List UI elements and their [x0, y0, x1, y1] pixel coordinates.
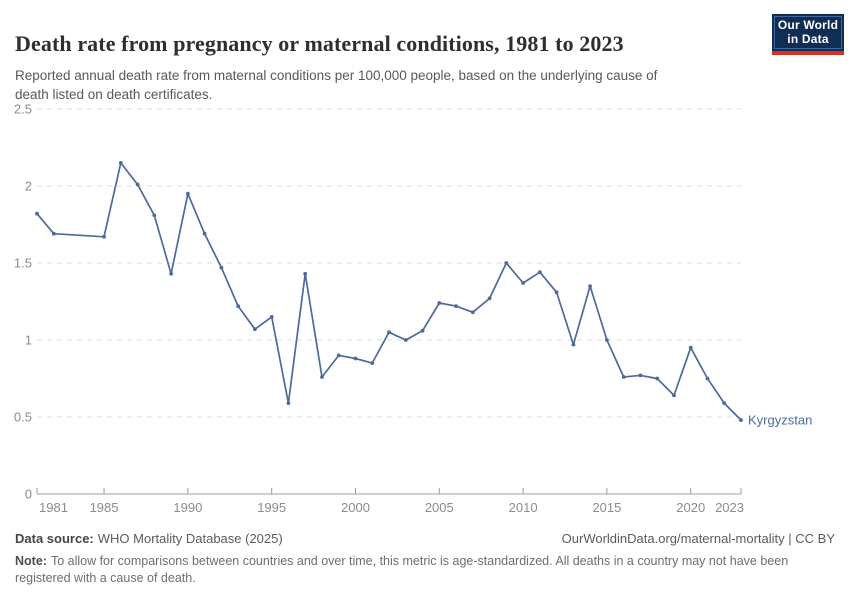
footer-note-label: Note: — [15, 554, 47, 568]
x-tick-label: 1981 — [39, 500, 68, 515]
data-point[interactable] — [336, 353, 341, 358]
footer-source-row: Data source: WHO Mortality Database (202… — [15, 531, 835, 546]
owid-logo-text-line2: in Data — [787, 32, 829, 46]
data-point[interactable] — [35, 211, 39, 216]
data-point[interactable] — [688, 345, 693, 350]
y-tick-label: 0.5 — [14, 410, 32, 425]
data-point[interactable] — [504, 261, 509, 265]
data-point[interactable] — [705, 376, 710, 381]
data-point[interactable] — [420, 328, 425, 333]
data-point[interactable] — [454, 304, 458, 308]
data-point[interactable] — [588, 284, 592, 288]
x-tick-label: 2000 — [341, 500, 370, 515]
data-point[interactable] — [303, 271, 308, 276]
data-point[interactable] — [605, 338, 609, 342]
data-source-label: Data source: — [15, 531, 94, 546]
x-tick-label: 2010 — [509, 500, 538, 515]
series-entity-label[interactable]: Kyrgyzstan — [748, 413, 812, 428]
data-point[interactable] — [236, 304, 241, 308]
data-point[interactable] — [672, 393, 676, 398]
footer-note-text: To allow for comparisons between countri… — [15, 554, 789, 585]
data-point[interactable] — [621, 375, 626, 379]
data-point[interactable] — [202, 231, 207, 236]
owid-logo-text-line1: Our World — [777, 18, 839, 32]
x-tick-label: 2015 — [592, 500, 621, 515]
y-tick-label: 0 — [25, 487, 32, 502]
data-source-text: WHO Mortality Database (2025) — [97, 531, 283, 546]
data-point[interactable] — [387, 330, 391, 335]
chart-subtitle: Reported annual death rate from maternal… — [15, 67, 658, 103]
data-point[interactable] — [655, 376, 660, 381]
footer-note: Note: To allow for comparisons between co… — [15, 553, 827, 586]
x-tick-label: 2023 — [715, 500, 744, 515]
data-point[interactable] — [118, 161, 123, 165]
data-point[interactable] — [169, 271, 174, 276]
data-point[interactable] — [538, 270, 542, 275]
data-point[interactable] — [102, 234, 106, 239]
y-tick-label: 2 — [25, 179, 32, 194]
data-point[interactable] — [219, 265, 224, 270]
data-point[interactable] — [186, 191, 190, 196]
data-point[interactable] — [403, 338, 408, 342]
data-point[interactable] — [470, 310, 475, 315]
data-point[interactable] — [51, 231, 56, 236]
data-point[interactable] — [370, 361, 375, 365]
data-point[interactable] — [554, 290, 559, 295]
data-point[interactable] — [253, 327, 257, 332]
data-source: Data source: WHO Mortality Database (202… — [15, 531, 283, 546]
data-point[interactable] — [135, 182, 140, 187]
data-point[interactable] — [521, 281, 525, 285]
x-tick-label: 1985 — [90, 500, 119, 515]
data-point[interactable] — [320, 375, 324, 379]
data-point[interactable] — [638, 373, 643, 378]
y-tick-label: 1 — [25, 333, 32, 348]
data-point[interactable] — [487, 296, 492, 301]
data-point[interactable] — [269, 315, 274, 319]
x-tick-label: 2020 — [676, 500, 705, 515]
data-point[interactable] — [739, 418, 743, 422]
data-point[interactable] — [571, 342, 576, 347]
data-point[interactable] — [437, 301, 442, 305]
y-tick-label: 1.5 — [14, 256, 32, 271]
x-tick-label: 1990 — [173, 500, 202, 515]
y-tick-label: 2.5 — [14, 102, 32, 117]
chart-title: Death rate from pregnancy or maternal co… — [15, 30, 624, 56]
data-point[interactable] — [353, 356, 358, 361]
x-tick-label: 1995 — [257, 500, 286, 515]
license-link[interactable]: OurWorldinData.org/maternal-mortality | … — [561, 531, 835, 546]
owid-logo-red-bar — [772, 51, 844, 55]
data-point[interactable] — [722, 401, 727, 405]
x-tick-label: 2005 — [425, 500, 454, 515]
data-point[interactable] — [152, 213, 157, 218]
series-line[interactable] — [36, 162, 742, 421]
data-point[interactable] — [286, 401, 291, 405]
